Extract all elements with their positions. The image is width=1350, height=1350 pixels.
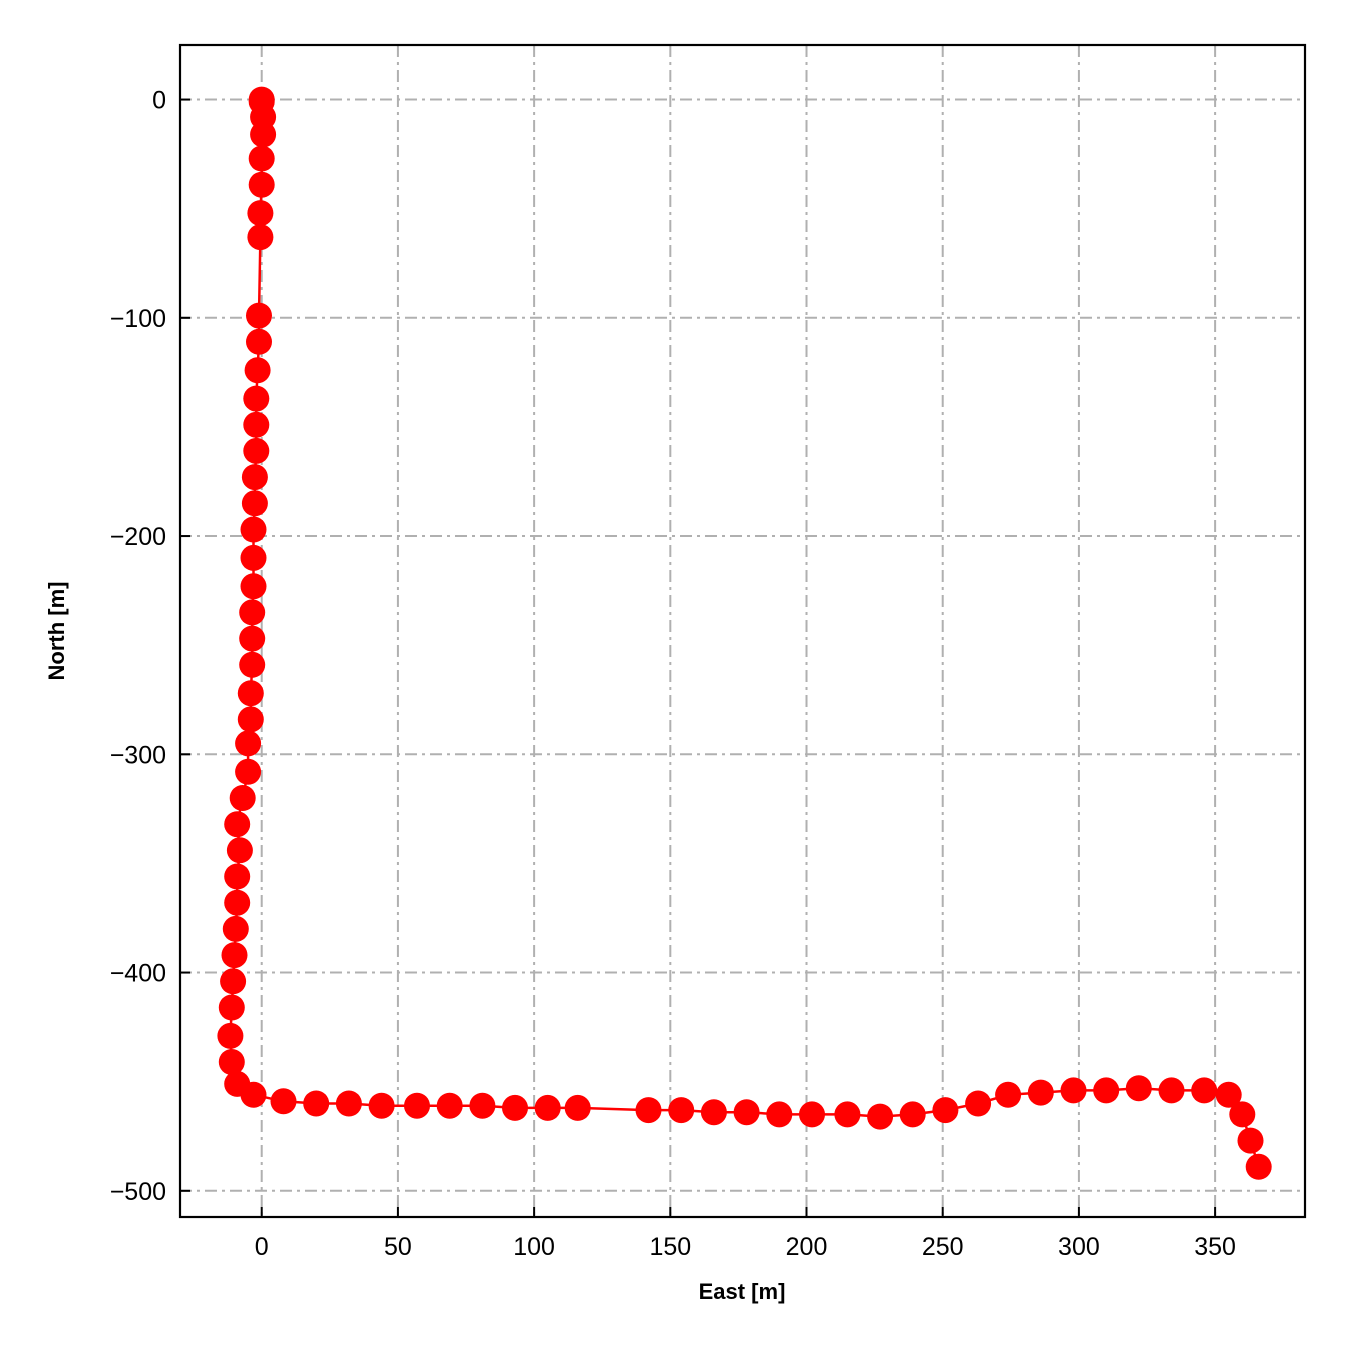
trajectory-point: [246, 302, 272, 329]
trajectory-point: [250, 121, 277, 148]
trajectory-point: [239, 625, 266, 652]
x-tick-label: 150: [649, 1233, 691, 1261]
trajectory-point: [534, 1094, 561, 1121]
grid-lines: [180, 45, 1305, 1217]
trajectory-point: [1027, 1079, 1054, 1106]
trajectory-point: [700, 1099, 727, 1126]
y-axis-title: North [m]: [44, 582, 69, 681]
x-tick-labels: 0 50 100 150 200 250 300 350: [255, 1233, 1236, 1261]
trajectory-point: [222, 915, 249, 942]
x-tick-label: 0: [255, 1233, 269, 1261]
trajectory-point: [241, 464, 268, 491]
trajectory-point: [335, 1090, 362, 1117]
trajectory-point: [668, 1097, 695, 1124]
trajectory-series: [217, 86, 1272, 1180]
plot-frame: [178, 43, 1307, 1219]
trajectory-point: [635, 1097, 662, 1124]
trajectory-point: [564, 1094, 591, 1121]
trajectory-point: [247, 224, 274, 251]
trajectory-point: [799, 1101, 825, 1128]
y-tick-labels: 0 −100 −200 −300 −400 −500: [110, 87, 166, 1206]
trajectory-point: [766, 1101, 793, 1128]
x-tick-label: 300: [1058, 1233, 1100, 1261]
trajectory-point: [248, 171, 275, 198]
x-tick-label: 200: [786, 1233, 828, 1261]
trajectory-point: [469, 1092, 496, 1119]
trajectory-point: [246, 328, 272, 355]
trajectory-point: [965, 1090, 992, 1117]
trajectory-point: [1245, 1153, 1272, 1180]
trajectory-point: [247, 200, 274, 227]
trajectory-point: [240, 516, 267, 543]
trajectory-point: [270, 1088, 297, 1115]
trajectory-point: [1060, 1077, 1087, 1104]
trajectory-point: [229, 785, 256, 811]
trajectory-point: [217, 1022, 244, 1049]
trajectory-point: [224, 863, 251, 890]
trajectory-point: [221, 942, 248, 969]
trajectory-point: [1191, 1077, 1218, 1104]
x-axis-title: East [m]: [699, 1279, 786, 1304]
trajectory-point: [1237, 1127, 1264, 1154]
x-tick-label: 250: [922, 1233, 964, 1261]
y-tick-label: −300: [110, 741, 166, 769]
trajectory-point: [243, 385, 270, 412]
trajectory-point: [932, 1097, 959, 1124]
trajectory-point: [218, 994, 245, 1021]
trajectory-point: [303, 1090, 330, 1117]
trajectory-point: [226, 837, 253, 864]
y-tick-label: −200: [110, 523, 166, 551]
trajectory-point: [237, 706, 264, 733]
trajectory-point: [224, 889, 251, 916]
x-tick-label: 350: [1194, 1233, 1236, 1261]
trajectory-point: [995, 1081, 1022, 1108]
trajectory-point: [1229, 1101, 1256, 1128]
axis-ticks: [180, 98, 1217, 1217]
y-tick-label: 0: [152, 87, 166, 115]
trajectory-point: [1093, 1077, 1120, 1104]
trajectory-point: [240, 573, 267, 600]
trajectory-point: [240, 544, 267, 571]
trajectory-point: [867, 1103, 894, 1130]
trajectory-point: [240, 1081, 267, 1108]
trajectory-point: [834, 1101, 861, 1128]
trajectory-point: [899, 1101, 926, 1128]
trajectory-point: [220, 968, 247, 995]
trajectory-point: [243, 437, 270, 464]
trajectory-point: [218, 1049, 245, 1075]
y-tick-label: −500: [110, 1178, 166, 1206]
trajectory-point: [243, 411, 270, 438]
trajectory-point: [235, 730, 262, 757]
trajectory-point: [239, 651, 266, 678]
trajectory-point: [241, 490, 268, 517]
trajectory-point: [502, 1094, 528, 1121]
x-tick-label: 100: [513, 1233, 555, 1261]
trajectory-point: [436, 1092, 463, 1119]
trajectory-point: [239, 599, 266, 626]
y-tick-label: −400: [110, 960, 166, 988]
trajectory-point: [244, 357, 271, 384]
trajectory-point: [235, 758, 262, 785]
trajectory-point: [1158, 1077, 1185, 1104]
trajectory-point: [1215, 1081, 1242, 1108]
trajectory-point: [733, 1099, 760, 1126]
y-tick-label: −100: [110, 305, 166, 333]
trajectory-point: [1125, 1075, 1152, 1102]
x-tick-label: 50: [384, 1233, 412, 1261]
trajectory-point: [248, 145, 275, 172]
trajectory-point: [237, 680, 264, 707]
trajectory-point: [368, 1092, 395, 1119]
trajectory-point: [224, 811, 251, 838]
trajectory-point: [404, 1092, 430, 1119]
